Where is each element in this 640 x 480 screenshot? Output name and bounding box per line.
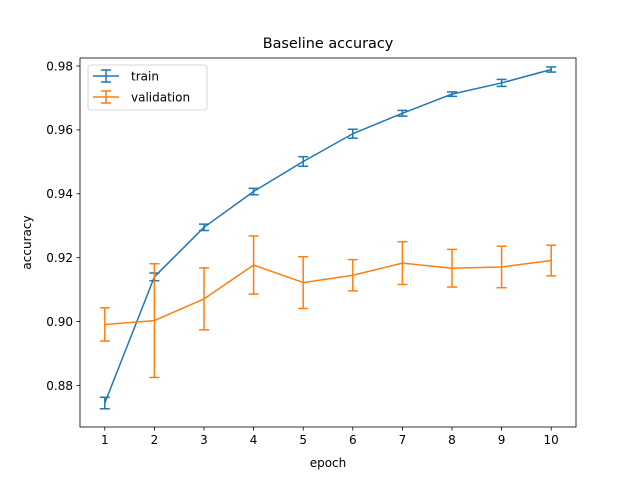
x-tick-label: 8 (448, 433, 456, 447)
chart-title: Baseline accuracy (263, 36, 394, 52)
x-tick-label: 2 (151, 433, 159, 447)
error-bar (447, 248, 457, 288)
x-tick-label: 4 (250, 433, 258, 447)
x-tick-label: 10 (544, 433, 559, 447)
error-bar (248, 235, 259, 295)
legend-label: train (131, 69, 159, 83)
y-axis: 0.88 0.90 0.92 0.94 0.96 0.98 (46, 59, 80, 393)
legend-item-validation: validation (93, 90, 190, 104)
error-bar (397, 240, 408, 286)
error-bar (496, 245, 507, 289)
error-bar (199, 267, 209, 331)
error-bar (298, 255, 309, 310)
series-validation (99, 235, 557, 379)
x-tick-label: 5 (299, 433, 307, 447)
x-tick-label: 3 (200, 433, 208, 447)
legend: train validation (87, 64, 208, 111)
plot-frame (79, 57, 577, 428)
y-tick-label: 0.98 (46, 59, 73, 73)
error-bar (347, 258, 358, 292)
y-tick-label: 0.88 (46, 379, 73, 393)
x-tick-label: 7 (399, 433, 407, 447)
series-line (104, 68, 552, 404)
x-axis-title: epoch (310, 456, 347, 470)
error-bar (248, 187, 259, 196)
legend-label: validation (131, 90, 190, 104)
error-bar (149, 262, 160, 379)
legend-item-train: train (93, 69, 159, 83)
x-tick-label: 9 (498, 433, 506, 447)
series-line (104, 259, 552, 326)
y-tick-label: 0.92 (46, 251, 73, 265)
error-bar (199, 223, 209, 232)
error-bar (397, 109, 408, 117)
series-train (99, 66, 557, 410)
y-tick-label: 0.94 (46, 187, 73, 201)
error-bar (496, 78, 507, 88)
y-axis-title: accuracy (20, 215, 34, 269)
error-bar (99, 396, 110, 410)
error-bar (99, 307, 110, 342)
x-tick-label: 1 (101, 433, 109, 447)
plot-area (99, 66, 557, 410)
x-tick-label: 6 (349, 433, 357, 447)
error-bar (546, 244, 557, 277)
error-bar (298, 155, 309, 168)
error-bar (546, 66, 557, 73)
y-tick-label: 0.96 (46, 123, 73, 137)
x-axis: 1 2 3 4 5 6 7 8 9 10 (101, 427, 559, 447)
error-bar (447, 91, 457, 98)
y-tick-label: 0.90 (46, 315, 73, 329)
error-bar (347, 128, 358, 139)
